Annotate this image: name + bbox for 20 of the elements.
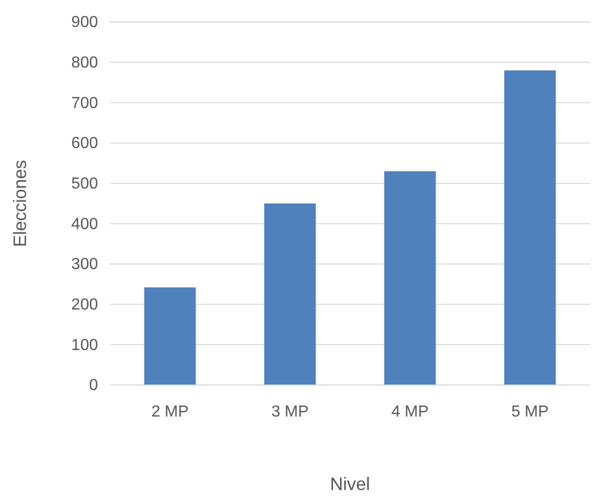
bar <box>384 171 436 385</box>
y-tick-label: 800 <box>71 54 98 72</box>
y-tick-label: 400 <box>71 216 98 233</box>
x-axis-title: Nivel <box>330 474 370 494</box>
y-tick-label: 900 <box>71 14 98 32</box>
y-tick-label: 700 <box>71 94 98 112</box>
bar <box>264 204 316 385</box>
y-tick-label: 300 <box>71 256 98 274</box>
y-tick-label: 0 <box>89 377 98 394</box>
x-tick-label: 3 MP <box>271 403 309 420</box>
y-tick-label: 600 <box>71 135 98 152</box>
y-tick-label: 100 <box>71 336 98 354</box>
bar <box>504 70 556 385</box>
x-tick-label: 2 MP <box>151 403 189 420</box>
y-tick-label: 200 <box>71 296 98 314</box>
bar <box>144 287 196 385</box>
x-tick-label: 4 MP <box>391 403 429 420</box>
y-tick-label: 500 <box>71 175 98 192</box>
y-axis-title: Elecciones <box>10 160 30 248</box>
x-tick-label: 5 MP <box>511 403 549 420</box>
